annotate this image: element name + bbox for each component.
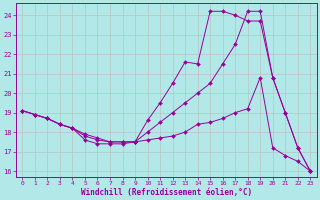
X-axis label: Windchill (Refroidissement éolien,°C): Windchill (Refroidissement éolien,°C) <box>81 188 252 197</box>
